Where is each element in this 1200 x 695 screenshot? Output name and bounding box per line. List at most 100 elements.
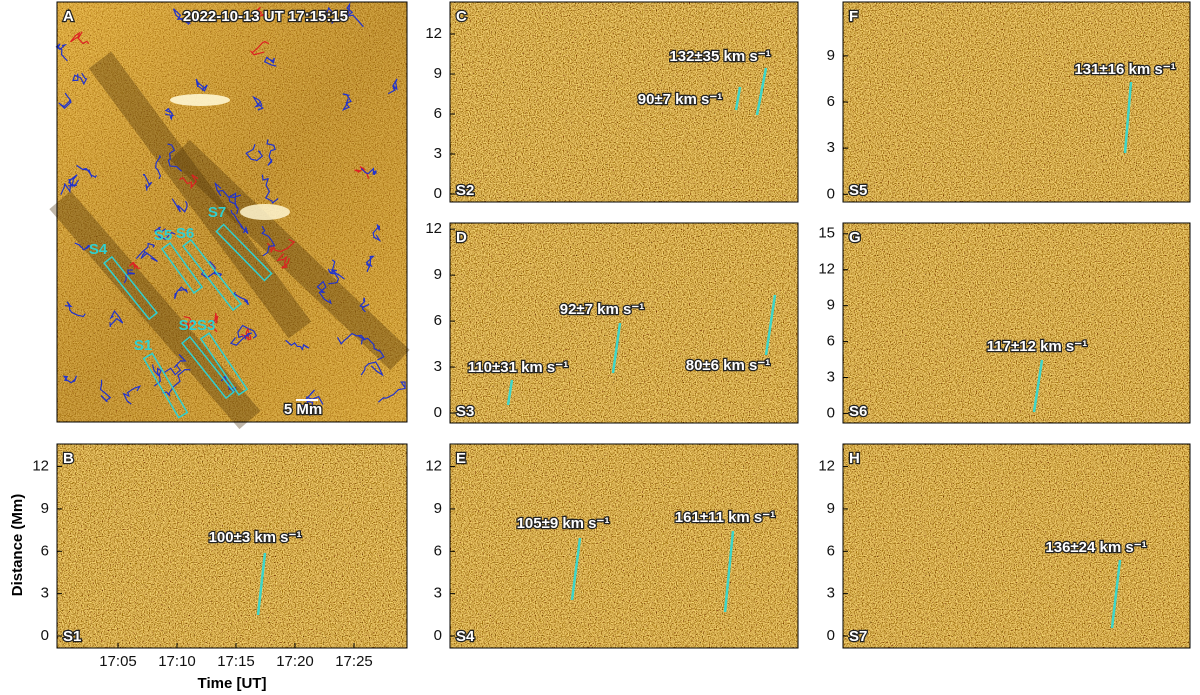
kymo-frame <box>449 443 799 649</box>
kymo-noise <box>450 2 798 202</box>
contour <box>162 368 191 397</box>
kymograph-panel: 0 3 6 9 12 15 G S6 117±12 km s⁻¹ <box>818 222 1191 424</box>
velocity-fit <box>723 530 735 613</box>
y-tick-label: 6 <box>434 542 442 559</box>
panel-letter: F <box>849 8 858 25</box>
slit-box <box>182 238 242 312</box>
kymo-noise <box>843 223 1190 423</box>
contour <box>327 268 340 285</box>
contour <box>252 95 264 111</box>
panel-letter: H <box>849 450 860 467</box>
y-tick-label: 12 <box>818 261 835 278</box>
velocity-fit <box>570 537 582 601</box>
scale-label: 5 Mm <box>284 401 322 418</box>
velocity-fit <box>764 294 777 356</box>
contour <box>336 332 366 345</box>
y-tick-label: 9 <box>827 500 835 517</box>
velocity-label: 110±31 km s⁻¹ <box>468 359 568 376</box>
kymograph-panel: 0 3 6 9 12 D S3 92±7 km s⁻¹ 110±31 km s⁻¹ 80±6 km… <box>425 220 799 424</box>
velocity-fit <box>1032 359 1044 413</box>
dark-band <box>88 51 312 339</box>
y-tick-label: 3 <box>827 368 835 385</box>
contour <box>151 364 162 387</box>
y-tick-label: 6 <box>41 542 49 559</box>
y-tick-label: 0 <box>827 185 835 202</box>
kymo-frame <box>842 222 1191 424</box>
contour <box>372 224 382 242</box>
contour <box>345 2 364 28</box>
y-tick-label: 6 <box>827 333 835 350</box>
y-tick-label: 9 <box>434 266 442 283</box>
velocity-fit <box>611 322 622 374</box>
slit-label: S2S3 <box>179 317 216 334</box>
contour <box>72 72 88 86</box>
slit-label: S1 <box>63 628 81 645</box>
velocity-label: 80±6 km s⁻¹ <box>686 357 771 374</box>
slit-label: S6 <box>176 225 194 242</box>
contour <box>109 309 124 328</box>
contour <box>163 354 187 376</box>
panel-letter: E <box>456 450 466 467</box>
velocity-label: 136±24 km s⁻¹ <box>1045 539 1146 556</box>
velocity-fit <box>1123 81 1133 154</box>
contour <box>299 395 324 408</box>
contour <box>214 181 242 198</box>
y-tick-label: 9 <box>41 500 49 517</box>
y-tick-label: 12 <box>32 458 49 475</box>
kymograph-panel: 0 3 6 9 F S5 131±16 km s⁻¹ <box>827 1 1191 203</box>
y-tick-label: 9 <box>827 297 835 314</box>
kymo-noise <box>843 444 1190 648</box>
y-tick-label: 0 <box>434 185 442 202</box>
contour <box>172 8 191 26</box>
contour <box>195 78 208 92</box>
y-tick-label: 3 <box>827 139 835 156</box>
contour <box>155 155 162 180</box>
slit-label: S7 <box>208 204 226 221</box>
velocity-fit <box>734 86 742 111</box>
x-axis-label: Time [UT] <box>198 675 267 692</box>
contour <box>230 209 249 235</box>
x-tick-label: 17:10 <box>158 653 196 670</box>
velocity-fit <box>506 379 514 406</box>
velocity-label: 132±35 km s⁻¹ <box>669 48 770 65</box>
kymo-noise <box>450 223 798 423</box>
y-tick-label: 0 <box>827 404 835 421</box>
velocity-label: 92±7 km s⁻¹ <box>560 301 645 318</box>
contour <box>360 167 377 176</box>
contour <box>76 164 97 179</box>
y-tick-label: 9 <box>434 65 442 82</box>
contour <box>153 226 176 240</box>
contour <box>208 312 219 333</box>
contour <box>341 93 352 111</box>
panel-letter: A <box>63 8 74 25</box>
slit-label: S5 <box>154 227 172 244</box>
kymograph-panel: 0 3 6 9 12 C S2 132±35 km s⁻¹ 90±7 km s⁻¹ <box>425 1 799 203</box>
y-tick-label: 12 <box>425 458 442 475</box>
panel-letter: D <box>456 229 467 246</box>
x-tick-label: 17:05 <box>99 653 137 670</box>
kymo-noise <box>57 444 407 648</box>
contour <box>252 6 266 18</box>
contour <box>179 174 199 190</box>
velocity-label: 90±7 km s⁻¹ <box>638 91 723 108</box>
slit-label: S5 <box>849 182 867 199</box>
contour <box>140 250 158 262</box>
contour <box>276 253 290 269</box>
contour <box>285 339 310 351</box>
kymo-frame <box>842 443 1191 649</box>
bright-loop <box>170 94 230 106</box>
contour <box>230 332 253 346</box>
y-tick-label: 3 <box>434 145 442 162</box>
contour <box>360 361 384 377</box>
slit-label: S4 <box>89 241 108 258</box>
contour <box>128 261 141 270</box>
y-tick-label: 6 <box>827 93 835 110</box>
contour <box>62 375 78 384</box>
velocity-label: 105±9 km s⁻¹ <box>517 515 610 532</box>
contour <box>60 182 77 195</box>
contour <box>74 242 92 251</box>
contour <box>266 139 276 166</box>
contour <box>122 385 142 405</box>
contour <box>261 174 279 204</box>
timestamp: 2022-10-13 UT 17:15:15 <box>183 8 348 25</box>
